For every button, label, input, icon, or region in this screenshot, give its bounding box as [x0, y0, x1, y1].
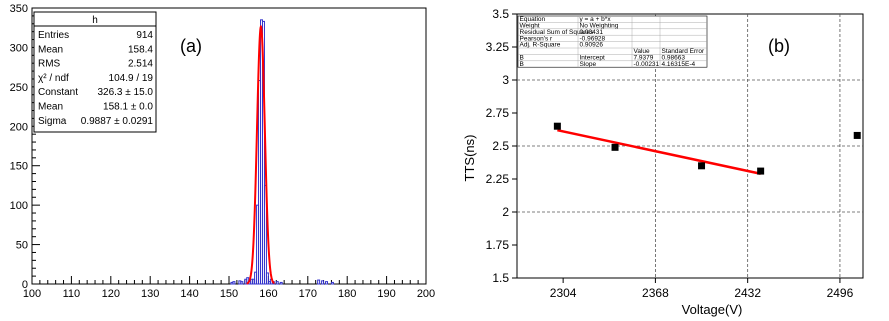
fit-table-cell: -0.00231 [634, 61, 660, 68]
x-tick-label: 170 [299, 288, 317, 300]
histogram-bin [265, 272, 269, 285]
fit-table-cell: B [520, 55, 524, 62]
stats-key: Constant [38, 87, 78, 98]
stats-value: 914 [136, 30, 153, 41]
gaussian-fit-curve [246, 24, 275, 285]
stats-title: h [92, 15, 98, 26]
fit-table-cell: Slope [580, 61, 597, 68]
fit-table-cell: 4.16315E-4 [662, 61, 696, 68]
data-point [757, 167, 765, 175]
fit-table-cell: 0.00431 [580, 29, 604, 36]
panel-a: 100 110 120 130 140 150 160 170 180 190 200 0 50 100 1… [10, 3, 436, 300]
histogram-bin [317, 279, 321, 285]
x-tick-label: 120 [102, 288, 120, 300]
stats-value: 158.1 ± 0.0 [103, 102, 153, 113]
y-tick-label: 250 [10, 82, 28, 94]
y-tick-label: 3.25 [486, 40, 510, 54]
x-tick-label: 190 [377, 288, 395, 300]
stats-value: 0.9887 ± 0.0291 [81, 116, 154, 127]
y-tick-label: 200 [10, 121, 28, 133]
fit-table-cell: No Weighting [580, 23, 619, 30]
y-tick-label: 50 [16, 240, 28, 252]
fit-table-cell: 0.98663 [662, 55, 686, 62]
y-tick-label: 2 [502, 205, 509, 219]
stats-box: h Entries 914 Mean 158.4 RMS 2.514 χ² / ndf 104… [33, 11, 157, 133]
panel-b: 2304 2368 2432 2496 1.5 1.75 2 2.25 2.5 2.75 3 3.25… [462, 7, 864, 317]
x-tick-label: 2304 [550, 286, 577, 300]
stats-key: χ² / ndf [38, 73, 69, 84]
histogram-bin [321, 280, 325, 285]
stats-key: RMS [38, 59, 61, 70]
fit-table-cell: 0.90926 [580, 42, 604, 49]
histogram-bin [330, 281, 334, 285]
fit-table-cell: Pearson's r [520, 35, 554, 42]
x-tick-label: 150 [220, 288, 238, 300]
fit-table-cell: -0.96928 [580, 35, 606, 42]
histogram-bin [275, 281, 279, 285]
fit-result-table: Equation y = a + b*x Weight No WeightingRes… [517, 15, 708, 68]
x-tick-label: 110 [63, 288, 81, 300]
x-tick-label: 2496 [827, 286, 854, 300]
data-point [611, 143, 619, 151]
fit-table-cell: Weight [520, 23, 540, 30]
y-tick-label: 1.75 [486, 238, 510, 252]
x-tick-label: 200 [417, 288, 435, 300]
y-tick-label: 100 [10, 200, 28, 212]
y-tick-label: 3 [502, 73, 509, 87]
histogram-bin [240, 281, 244, 285]
y-tick-label: 3.5 [492, 7, 509, 21]
fit-table-cell: Equation [520, 16, 546, 23]
stats-value: 158.4 [128, 44, 153, 55]
linear-fit-line [557, 128, 761, 175]
histogram-bin [325, 281, 328, 285]
x-tick-label: 180 [338, 288, 356, 300]
stats-key: Mean [38, 102, 63, 113]
data-point [553, 122, 561, 130]
x-axis-label: Voltage(V) [682, 302, 743, 317]
fit-table-cell: y = a + b*x [580, 16, 612, 23]
fit-table-cell: Value [634, 48, 651, 55]
panel-b-label: (b) [768, 36, 790, 56]
fit-table-cell: Residual Sum of Squares [520, 29, 594, 36]
stats-key: Entries [38, 30, 69, 41]
stats-key: Mean [38, 44, 63, 55]
y-tick-label: 2.75 [486, 106, 510, 120]
stats-value: 104.9 / 19 [109, 73, 154, 84]
stats-value: 2.514 [128, 59, 153, 70]
x-tick-label: 2432 [734, 286, 761, 300]
x-tick-label: 160 [259, 288, 277, 300]
x-tick-label: 100 [23, 288, 41, 300]
y-tick-label: 2.25 [486, 172, 510, 186]
y-tick-label: 2.5 [492, 139, 509, 153]
stats-value: 326.3 ± 15.0 [97, 87, 153, 98]
data-point [853, 131, 861, 139]
y-axis-label: TTS(ns) [462, 135, 477, 182]
y-tick-label: 300 [10, 42, 28, 54]
data-point [698, 162, 706, 170]
stats-key: Sigma [38, 116, 67, 127]
y-tick-label: 350 [10, 3, 28, 15]
y-tick-label: 150 [10, 161, 28, 173]
x-tick-label: 130 [141, 288, 159, 300]
x-tick-label: 140 [180, 288, 198, 300]
fit-table-cell: Standard Error [662, 48, 705, 55]
panel-a-label: (a) [180, 36, 202, 56]
y-tick-label: 0 [22, 279, 28, 291]
fit-table-cell: Intercept [580, 55, 605, 62]
fit-table-cell: B [520, 61, 524, 68]
fit-table-cell: 7.9379 [634, 55, 654, 62]
x-tick-label: 2368 [642, 286, 669, 300]
histogram-bin [279, 281, 283, 285]
histogram-bin [232, 281, 236, 285]
fit-table-cell: Adj. R-Square [520, 42, 561, 49]
y-tick-label: 1.5 [492, 271, 509, 285]
